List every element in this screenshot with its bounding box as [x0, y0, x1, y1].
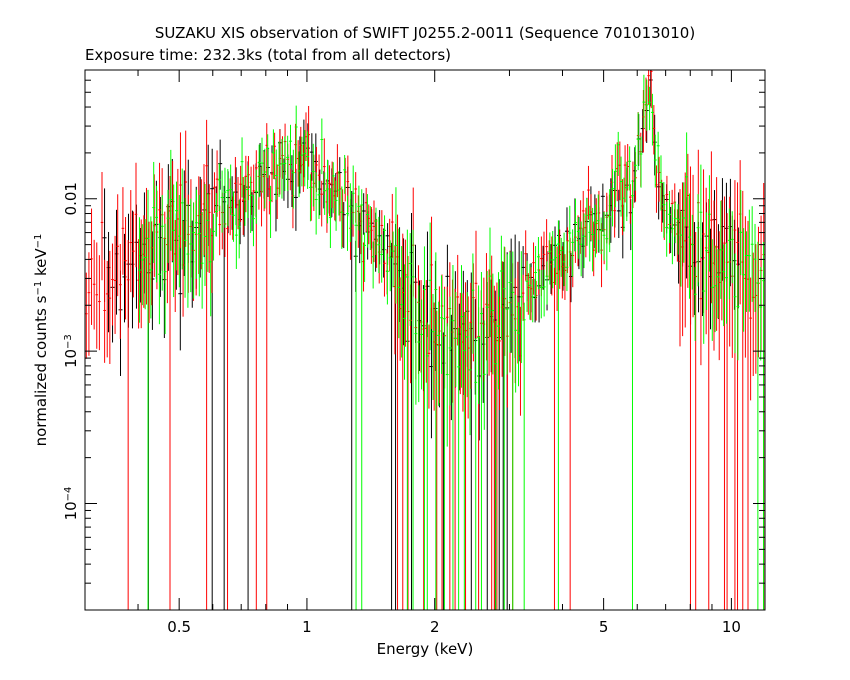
axes [84, 69, 766, 611]
x-tick-label: 2 [430, 618, 440, 636]
x-tick-label: 10 [722, 618, 741, 636]
x-tick-label: 0.5 [167, 618, 191, 636]
tick-marks [84, 69, 765, 611]
data-points [85, 70, 765, 610]
y-tick-label: 0.01 [62, 182, 80, 215]
y-tick-label: 10−3 [62, 334, 80, 368]
svg-text:10−3: 10−3 [62, 334, 80, 368]
svg-text:normalized counts s−1 keV−1: normalized counts s−1 keV−1 [32, 234, 50, 447]
svg-text:0.01: 0.01 [62, 182, 80, 215]
y-tick-labels: 10−4 10−3 0.01 [62, 182, 80, 520]
x-tick-label: 5 [599, 618, 609, 636]
series-2 [138, 74, 765, 610]
x-tick-labels: 0.5 1 2 5 10 [167, 618, 741, 636]
svg-text:10−4: 10−4 [62, 487, 80, 521]
y-tick-label: 10−4 [62, 487, 80, 521]
chart-subtitle: Exposure time: 232.3ks (total from all d… [85, 46, 451, 64]
plot-frame [84, 69, 766, 611]
x-tick-label: 1 [302, 618, 312, 636]
x-axis-label: Energy (keV) [377, 640, 474, 658]
y-axis-label: normalized counts s−1 keV−1 [32, 234, 50, 447]
chart-title: SUZAKU XIS observation of SWIFT J0255.2-… [155, 24, 695, 42]
series-1 [85, 70, 765, 610]
